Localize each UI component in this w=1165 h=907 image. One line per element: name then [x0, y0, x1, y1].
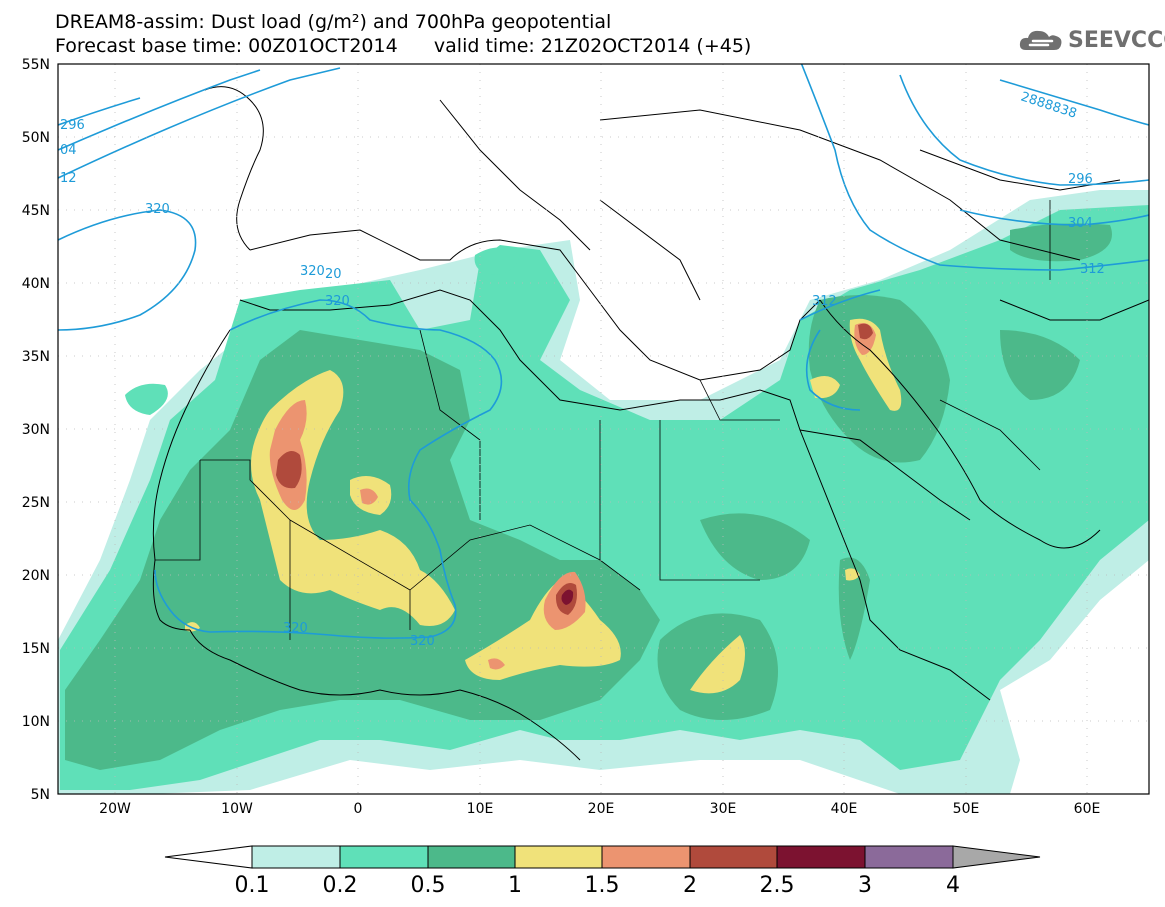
- latitude-axis: 55N 50N 45N 40N 35N 30N 25N 20N 15N 10N …: [22, 57, 50, 803]
- colorbar-low-end: [164, 845, 253, 869]
- colorbar-bin: [427, 845, 516, 869]
- colorbar-bin: [251, 845, 341, 869]
- longitude-axis: 20W 10W 0 10E 20E 30E 40E 50E 60E: [99, 801, 1100, 817]
- lon-label: 30E: [710, 801, 737, 817]
- contour-labels: 296 04 12 320 320 20 320 320 320 312 288…: [60, 90, 1105, 649]
- colorbar-high-end: [952, 845, 1041, 869]
- colorbar-bin: [689, 845, 778, 869]
- lon-label: 10E: [467, 801, 494, 817]
- lat-label: 15N: [22, 641, 50, 657]
- colorbar-label: 4: [946, 873, 960, 898]
- lon-label: 40E: [831, 801, 858, 817]
- colorbar-bin: [864, 845, 954, 869]
- contour-label: 312: [812, 294, 837, 309]
- contour-label: 304: [1068, 216, 1093, 231]
- colorbar-bin: [601, 845, 691, 869]
- colorbar-label: 3: [858, 873, 872, 898]
- contour-label: 12: [60, 171, 77, 186]
- colorbar-label: 2.5: [760, 873, 795, 898]
- contour-label: 320: [300, 264, 325, 279]
- lat-label: 25N: [22, 495, 50, 511]
- lat-label: 20N: [22, 568, 50, 584]
- gridlines: [58, 64, 1149, 794]
- contour-label: 04: [60, 143, 77, 158]
- lon-label: 20E: [588, 801, 615, 817]
- dust-level-2.5: [561, 589, 574, 605]
- colorbar-label: 2: [683, 873, 697, 898]
- lat-label: 35N: [22, 349, 50, 365]
- contour-label: 320: [283, 621, 308, 636]
- lon-label: 60E: [1074, 801, 1101, 817]
- coastlines: [152, 86, 1149, 761]
- seevccc-logo: SEEVCCC: [1018, 26, 1165, 54]
- colorbar-labels: 0.1 0.2 0.5 1 1.5 2 2.5 3 4: [235, 873, 961, 898]
- contour-label: 312: [1080, 262, 1105, 277]
- map-area: [58, 64, 1149, 794]
- lon-label: 10W: [221, 801, 253, 817]
- geopotential-contours: [58, 64, 1149, 639]
- colorbar-label: 1: [508, 873, 522, 898]
- lon-label: 20W: [99, 801, 131, 817]
- lat-label: 55N: [22, 57, 50, 73]
- colorbar: [164, 845, 1041, 869]
- contour-label: 320: [410, 634, 435, 649]
- colorbar-bin: [776, 845, 866, 869]
- contour-label: 296: [1068, 172, 1093, 187]
- lat-label: 50N: [22, 130, 50, 146]
- lat-label: 5N: [31, 787, 50, 803]
- lat-label: 45N: [22, 203, 50, 219]
- map-frame: [57, 63, 1150, 795]
- colorbar-label: 0.1: [235, 873, 270, 898]
- country-borders: [155, 200, 1051, 640]
- contour-label: 320: [145, 202, 170, 217]
- map-title: DREAM8-assim: Dust load (g/m²) and 700hP…: [55, 11, 612, 33]
- lat-label: 30N: [22, 422, 50, 438]
- colorbar-label: 0.5: [411, 873, 446, 898]
- forecast-times: Forecast base time: 00Z01OCT2014 valid t…: [55, 35, 752, 57]
- cloud-logo-icon: [1019, 30, 1062, 50]
- colorbar-bin: [514, 845, 603, 869]
- colorbar-bin: [339, 845, 429, 869]
- contour-label: 320: [325, 294, 350, 309]
- colorbar-label: 0.2: [323, 873, 358, 898]
- lon-label: 0: [354, 801, 363, 817]
- colorbar-label: 1.5: [585, 873, 620, 898]
- contour-label: 20: [325, 267, 342, 282]
- lat-label: 40N: [22, 276, 50, 292]
- contour-label: 296: [60, 118, 85, 133]
- lat-label: 10N: [22, 714, 50, 730]
- logo-text: SEEVCCC: [1068, 27, 1165, 53]
- lon-label: 50E: [953, 801, 980, 817]
